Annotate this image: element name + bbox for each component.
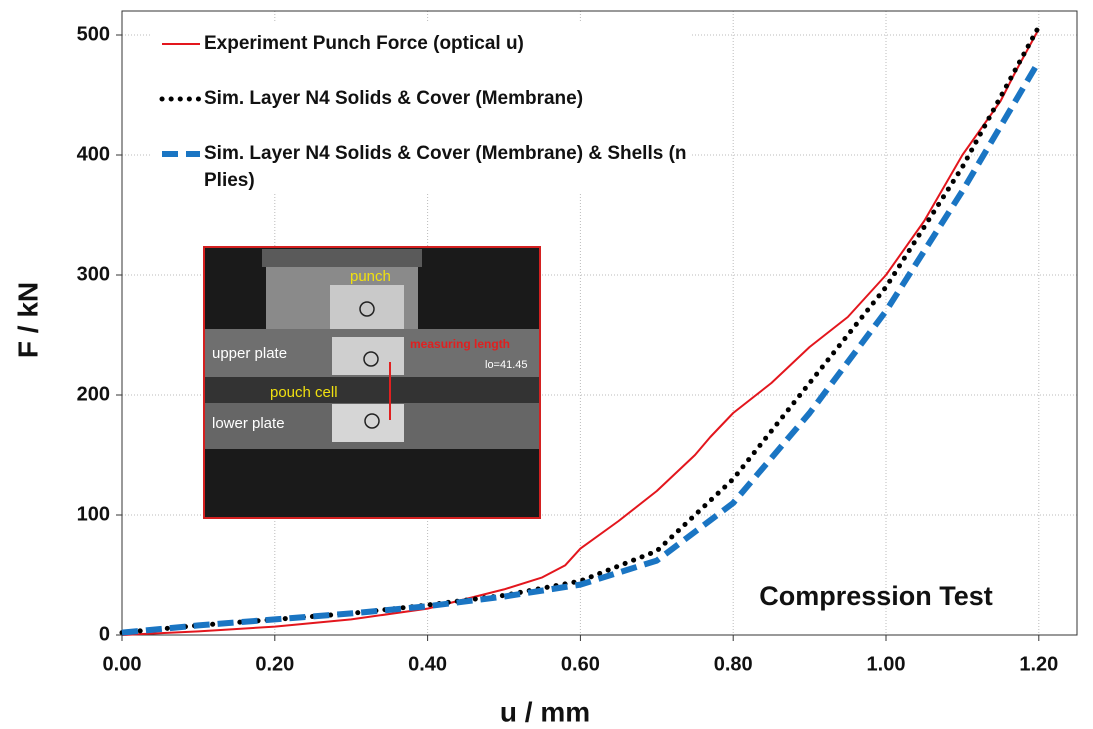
y-tick-label: 200: [77, 383, 110, 405]
y-tick-label: 500: [77, 23, 110, 45]
y-tick-label: 0: [99, 623, 110, 645]
inset-label: pouch cell: [270, 384, 338, 401]
data-line: [121, 59, 1042, 636]
legend-box: [152, 23, 690, 193]
x-tick-label: 1.20: [1019, 653, 1058, 675]
y-tick-label: 300: [77, 263, 110, 285]
y-tick-label: 400: [77, 143, 110, 165]
inset-photo: [203, 246, 541, 519]
legend-label: Experiment Punch Force (optical u): [204, 33, 524, 54]
y-axis-title: F / kN: [12, 282, 43, 358]
inset-label: punch: [350, 268, 391, 285]
x-tick-label: 1.00: [867, 653, 906, 675]
x-tick-label: 0.60: [561, 653, 600, 675]
inset-label: lo=41.45: [485, 359, 528, 371]
x-axis-title: u / mm: [500, 696, 590, 727]
inset-label: lower plate: [212, 415, 285, 432]
y-tick-label: 100: [77, 503, 110, 525]
x-tick-label: 0.00: [103, 653, 142, 675]
x-tick-label: 0.80: [714, 653, 753, 675]
legend-label: Sim. Layer N4 Solids & Cover (Membrane) …: [204, 143, 687, 191]
inset-label: upper plate: [212, 345, 287, 362]
legend-label: Sim. Layer N4 Solids & Cover (Membrane): [204, 88, 584, 109]
x-tick-label: 0.20: [255, 653, 294, 675]
x-tick-label: 0.40: [408, 653, 447, 675]
data-line: [121, 28, 1040, 636]
annotation: Compression Test: [759, 581, 993, 611]
plot-frame: [121, 10, 1078, 636]
inset-label: measuring length: [410, 337, 510, 351]
